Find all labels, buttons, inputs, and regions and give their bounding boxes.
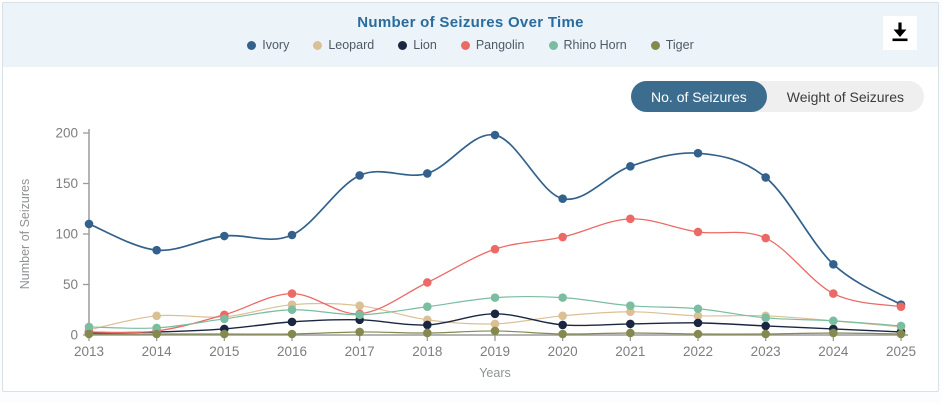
chart-card: Number of Seizures Over Time Ivory Leopar… — [2, 2, 939, 392]
svg-text:0: 0 — [70, 328, 78, 343]
download-icon — [887, 19, 913, 48]
svg-text:100: 100 — [55, 227, 78, 242]
svg-text:2019: 2019 — [480, 344, 510, 359]
chart-legend: Ivory Leopard Lion Pangolin Rhino Horn Tiger — [3, 38, 938, 52]
download-button[interactable] — [883, 16, 917, 50]
svg-text:150: 150 — [55, 176, 78, 191]
svg-text:2014: 2014 — [142, 344, 173, 359]
legend-label: Rhino Horn — [563, 38, 627, 52]
legend-marker — [313, 40, 323, 50]
legend-marker — [650, 40, 660, 50]
svg-text:2021: 2021 — [615, 344, 645, 359]
legend-marker — [460, 40, 470, 50]
svg-text:2020: 2020 — [548, 344, 578, 359]
legend-item-rhino-horn[interactable]: Rhino Horn — [548, 38, 627, 52]
legend-label: Pangolin — [475, 38, 525, 52]
legend-item-lion[interactable]: Lion — [398, 38, 437, 52]
legend-item-leopard[interactable]: Leopard — [313, 38, 374, 52]
svg-text:2024: 2024 — [818, 344, 849, 359]
legend-label: Tiger — [665, 38, 694, 52]
svg-text:2013: 2013 — [74, 344, 104, 359]
legend-marker — [247, 40, 257, 50]
line-chart: 0 50 100 150 200 2013 2014 2015 2016 2017 2018 2019… — [18, 126, 916, 381]
legend-marker — [548, 40, 558, 50]
svg-text:50: 50 — [63, 277, 78, 292]
svg-text:2017: 2017 — [345, 344, 375, 359]
svg-text:Number of Seizures: Number of Seizures — [18, 179, 32, 289]
toggle-weight-of-seizures[interactable]: Weight of Seizures — [767, 81, 924, 112]
legend-label: Lion — [413, 38, 437, 52]
svg-text:Years: Years — [479, 366, 511, 380]
svg-text:2023: 2023 — [751, 344, 781, 359]
chart-title: Number of Seizures Over Time — [357, 14, 584, 31]
svg-text:2022: 2022 — [683, 344, 713, 359]
toggle-no-of-seizures[interactable]: No. of Seizures — [631, 81, 767, 112]
view-toolbar: No. of Seizures Weight of Seizures — [3, 67, 938, 113]
seizure-view-toggle: No. of Seizures Weight of Seizures — [631, 81, 924, 112]
svg-text:2015: 2015 — [209, 344, 239, 359]
svg-text:2018: 2018 — [412, 344, 442, 359]
svg-text:2025: 2025 — [886, 344, 916, 359]
svg-text:2016: 2016 — [277, 344, 307, 359]
svg-text:200: 200 — [55, 126, 78, 141]
legend-marker — [398, 40, 408, 50]
legend-label: Ivory — [262, 38, 290, 52]
legend-item-tiger[interactable]: Tiger — [650, 38, 694, 52]
legend-item-pangolin[interactable]: Pangolin — [460, 38, 525, 52]
chart-header: Number of Seizures Over Time Ivory Leopar… — [3, 3, 938, 67]
legend-item-ivory[interactable]: Ivory — [247, 38, 289, 52]
legend-label: Leopard — [328, 38, 375, 52]
